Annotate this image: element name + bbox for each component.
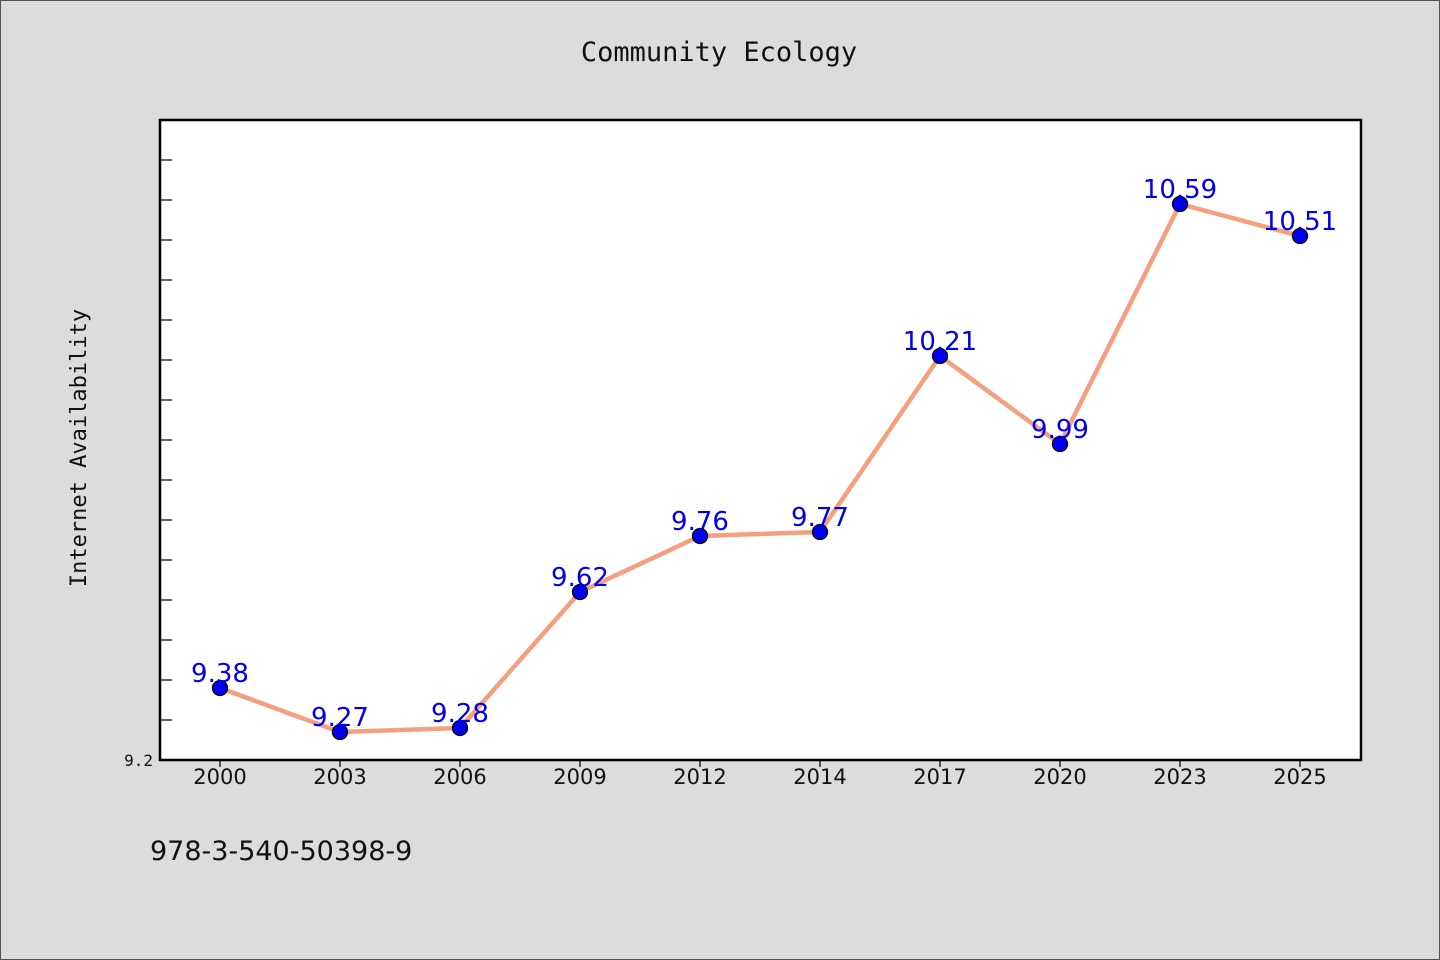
x-tick-label: 2000 [193,765,246,789]
y-axis-label: Internet Availability [67,309,92,587]
data-point [811,523,829,541]
x-tick-label: 2012 [673,765,726,789]
data-label: 9.76 [671,507,729,537]
x-tick-label: 2020 [1033,765,1086,789]
data-label: 9.38 [191,659,249,689]
data-point [1291,227,1309,245]
x-tick-label: 2023 [1153,765,1206,789]
data-point [691,527,709,545]
data-point [451,719,469,737]
x-tick-label: 2003 [313,765,366,789]
data-label: 9.99 [1031,415,1089,445]
data-point [931,347,949,365]
y-axis-ticks: 9.2 [124,159,172,770]
data-labels-group: 9.38 9.27 9.28 9.62 9.76 9.77 10.21 9.99 10.59 10… [191,175,1337,733]
data-point [571,583,589,601]
data-point [211,679,229,697]
footer-code: 978-3-540-50398-9 [150,836,413,867]
x-tick-label: 2009 [553,765,606,789]
data-label: 9.62 [551,563,609,593]
chart-title: Community Ecology [581,37,857,68]
plot-area [158,118,1363,762]
data-label: 9.77 [791,503,849,533]
x-tick-label: 2006 [433,765,486,789]
data-point [1171,195,1189,213]
data-label: 10.59 [1143,175,1217,205]
data-label: 9.27 [311,703,369,733]
data-point [331,723,349,741]
y-tick-label: 9.2 [124,751,153,770]
x-tick-label: 2014 [793,765,846,789]
x-tick-label: 2017 [913,765,966,789]
data-point [1051,435,1069,453]
data-label: 10.51 [1263,207,1337,237]
x-tick-label: 2025 [1273,765,1326,789]
x-axis-ticks: 2000 2003 2006 2009 2012 2014 2017 2020 2023 2025 [193,760,1327,789]
series-line [219,201,1301,735]
series-group [211,195,1309,741]
data-label: 9.28 [431,699,489,729]
data-label: 10.21 [903,327,977,357]
